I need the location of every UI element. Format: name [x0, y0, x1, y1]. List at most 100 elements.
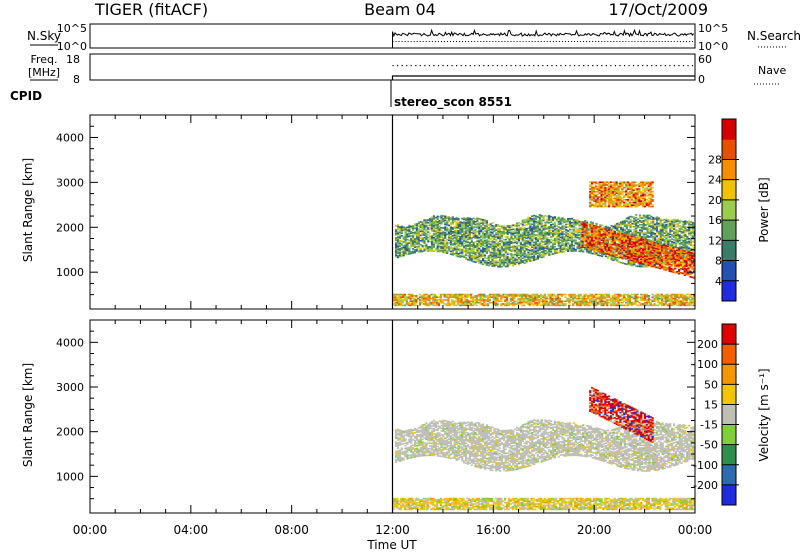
- power-heatmap-cell: [661, 232, 664, 235]
- freq-trace: [391, 65, 695, 80]
- power-heatmap-cell: [404, 246, 407, 248]
- power-heatmap-cell: [423, 240, 426, 243]
- power-heatmap-cell: [529, 242, 532, 245]
- power-heatmap-cell: [491, 259, 494, 262]
- power-heatmap-cell: [421, 227, 424, 230]
- power-heatmap-cell: [436, 246, 439, 249]
- power-heatmap-cell: [642, 220, 645, 222]
- power-heatmap-cell: [608, 255, 611, 258]
- power-heatmap-cell: [585, 293, 588, 296]
- power-heatmap-cell: [659, 239, 662, 242]
- power-heatmap-cell: [502, 249, 505, 252]
- power-heatmap-cell: [400, 253, 403, 256]
- power-heatmap-cell: [563, 230, 566, 233]
- power-heatmap-cell: [619, 301, 622, 304]
- power-heatmap-cell: [470, 227, 473, 230]
- power-heatmap-cell: [474, 223, 477, 226]
- power-heatmap-cell: [544, 232, 547, 235]
- power-heatmap-cell: [406, 234, 409, 237]
- power-heatmap-cell: [463, 249, 466, 252]
- power-heatmap-cell: [461, 235, 464, 237]
- power-heatmap-cell: [667, 240, 670, 243]
- power-heatmap-cell: [682, 237, 685, 239]
- power-heatmap-cell: [472, 251, 475, 253]
- power-heatmap-cell: [480, 236, 483, 238]
- power-heatmap-cell: [667, 225, 670, 228]
- power-heatmap-cell: [458, 295, 461, 297]
- nave-trace-dot: [510, 65, 512, 67]
- power-heatmap-cell: [568, 250, 572, 252]
- power-heatmap-cell: [672, 239, 676, 241]
- power-heatmap-cell: [625, 249, 628, 252]
- power-heatmap-cell: [476, 252, 479, 255]
- power-heatmap-cell: [549, 300, 552, 303]
- power-heatmap-cell: [400, 248, 403, 251]
- power-heatmap-cell: [568, 297, 571, 300]
- power-heatmap-cell: [527, 242, 530, 244]
- power-heatmap-cell: [534, 239, 538, 242]
- power-heatmap-cell: [629, 230, 632, 233]
- power-heatmap-cell: [581, 228, 584, 231]
- power-heatmap-cell: [596, 238, 599, 240]
- power-heatmap-cell: [593, 253, 596, 255]
- power-heatmap-cell: [471, 304, 475, 307]
- power-heatmap-cell: [536, 257, 540, 260]
- power-heatmap-cell: [689, 238, 693, 241]
- power-heatmap-cell: [514, 230, 517, 233]
- power-heatmap-cell: [550, 225, 553, 228]
- power-heatmap-cell: [547, 303, 550, 305]
- power-heatmap-cell: [394, 293, 397, 296]
- power-heatmap-cell: [681, 296, 684, 299]
- power-heatmap-cell: [689, 230, 693, 233]
- power-heatmap-cell: [500, 296, 503, 299]
- power-heatmap-cell: [442, 217, 445, 220]
- power-heatmap-cell: [474, 220, 477, 223]
- power-heatmap-cell: [621, 297, 624, 300]
- power-heatmap-cell: [580, 234, 583, 237]
- power-heatmap-cell: [583, 299, 586, 301]
- power-heatmap-cell: [516, 261, 519, 264]
- power-heatmap-cell: [404, 236, 407, 239]
- power-heatmap-cell: [398, 299, 401, 301]
- power-heatmap-cell: [508, 239, 511, 242]
- power-heatmap-cell: [558, 299, 562, 301]
- power-heatmap-cell: [451, 300, 454, 303]
- power-heatmap-cell: [667, 219, 670, 221]
- power-heatmap-cell: [651, 299, 654, 301]
- power-heatmap-cell: [553, 249, 557, 252]
- power-heatmap-cell: [420, 299, 424, 301]
- power-heatmap-cell: [419, 244, 422, 246]
- power-heatmap-cell: [678, 237, 681, 239]
- power-heatmap-cell: [608, 301, 611, 304]
- power-heatmap-cell: [601, 251, 604, 254]
- power-heatmap-cell: [583, 296, 586, 299]
- nave-trace-dot: [446, 65, 449, 67]
- power-heatmap-cell: [536, 243, 540, 245]
- power-heatmap-cell: [489, 252, 492, 255]
- power-heatmap-cell: [559, 229, 562, 232]
- power-heatmap-cell: [604, 252, 608, 255]
- power-heatmap-cell: [466, 235, 470, 238]
- power-heatmap-cell: [496, 296, 499, 299]
- nsky-trace: [392, 28, 695, 48]
- power-heatmap-cell: [447, 246, 451, 248]
- power-heatmap-cell: [402, 237, 405, 239]
- power-heatmap-cell: [592, 231, 596, 234]
- power-heatmap-cell: [543, 303, 546, 305]
- power-heatmap-cell: [432, 216, 436, 219]
- power-heatmap-cell: [517, 262, 521, 265]
- power-heatmap-cell: [534, 251, 538, 254]
- power-heatmap-cell: [585, 295, 588, 297]
- power-heatmap-cell: [485, 260, 488, 262]
- power-heatmap-cell: [621, 246, 625, 248]
- power-heatmap-cell: [665, 239, 668, 242]
- power-heatmap-cell: [642, 234, 645, 237]
- power-heatmap-cell: [526, 299, 529, 301]
- power-heatmap-cell: [420, 295, 424, 297]
- power-heatmap-cell: [538, 230, 541, 232]
- power-heatmap-cell: [476, 259, 479, 261]
- power-heatmap-cell: [463, 225, 466, 227]
- power-heatmap-cell: [657, 299, 660, 301]
- power-heatmap-cell: [568, 217, 572, 220]
- power-heatmap-cell: [528, 301, 531, 304]
